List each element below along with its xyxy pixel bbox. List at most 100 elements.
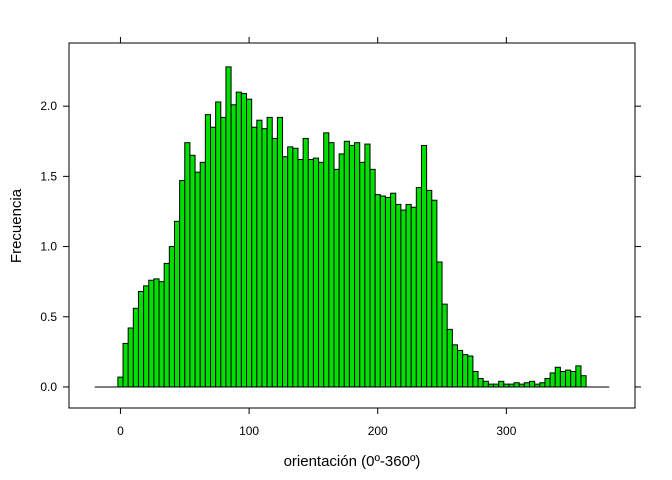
histogram-bar bbox=[559, 371, 567, 388]
histogram-bar bbox=[354, 142, 361, 388]
histogram-bar bbox=[210, 126, 217, 388]
histogram-bar bbox=[523, 382, 531, 388]
histogram-bar bbox=[189, 154, 196, 388]
histogram-bar bbox=[431, 199, 438, 388]
histogram-bar bbox=[513, 382, 520, 388]
histogram-bar bbox=[148, 279, 155, 388]
histogram-bar bbox=[379, 195, 386, 388]
histogram-bar bbox=[410, 206, 417, 388]
histogram-bar bbox=[482, 380, 489, 388]
histogram-bar bbox=[323, 132, 330, 388]
histogram-bar bbox=[565, 369, 572, 388]
y-tick-label: 2.0 bbox=[40, 99, 57, 113]
histogram-bar bbox=[374, 194, 381, 388]
histogram-bar bbox=[446, 328, 453, 388]
histogram-bar bbox=[456, 349, 464, 388]
histogram-bar bbox=[477, 378, 484, 388]
histogram-bar bbox=[580, 375, 587, 388]
histogram-bar bbox=[204, 114, 212, 388]
histogram-bar bbox=[467, 355, 474, 388]
histogram-bar bbox=[163, 262, 170, 388]
histogram-bar bbox=[426, 189, 433, 388]
x-tick-label: 300 bbox=[496, 424, 516, 438]
histogram-bar bbox=[539, 382, 546, 388]
x-tick-label: 0 bbox=[117, 424, 124, 438]
histogram-bar bbox=[199, 161, 206, 388]
histogram-bar bbox=[420, 144, 428, 388]
histogram-bar bbox=[215, 101, 222, 388]
histogram-bar bbox=[179, 180, 186, 388]
histogram-bar bbox=[122, 342, 129, 388]
histogram-bar bbox=[307, 159, 314, 388]
histogram-bar bbox=[230, 104, 237, 388]
histogram-bar bbox=[343, 140, 350, 388]
histogram-bar bbox=[575, 365, 582, 388]
histogram-bar bbox=[276, 116, 284, 388]
histogram-bar bbox=[117, 376, 124, 388]
y-axis-label: Frecuencia bbox=[8, 188, 25, 263]
histogram-bar bbox=[271, 137, 278, 388]
histogram-bar bbox=[266, 116, 273, 388]
histogram-bar bbox=[246, 98, 253, 388]
x-axis-label: orientación (0º-360º) bbox=[284, 453, 421, 470]
histogram-bar bbox=[302, 137, 309, 388]
histogram-bar bbox=[328, 142, 335, 388]
histogram-bar bbox=[153, 278, 160, 388]
histogram-bar bbox=[400, 209, 407, 388]
histogram-bar bbox=[529, 380, 536, 388]
histogram-bar bbox=[127, 327, 134, 388]
y-tick-label: 1.5 bbox=[40, 169, 57, 183]
histogram-bar bbox=[498, 380, 505, 388]
axes-group: 0 100 200 300 0.0 0.5 1.0 1.5 2.0 bbox=[40, 37, 641, 438]
histogram-bar bbox=[554, 366, 561, 388]
histogram-bar bbox=[318, 161, 325, 388]
histogram-bar bbox=[549, 372, 556, 388]
histogram-bar bbox=[158, 281, 165, 388]
histogram-bar bbox=[220, 116, 227, 388]
x-tick-label: 200 bbox=[368, 424, 388, 438]
histogram-bar bbox=[436, 261, 443, 388]
histogram-bar bbox=[292, 147, 299, 388]
histogram-bar bbox=[137, 290, 145, 388]
histogram-bar bbox=[395, 203, 402, 388]
plot-frame bbox=[68, 42, 636, 409]
histogram-bar bbox=[364, 143, 371, 388]
histogram-bar bbox=[132, 307, 139, 388]
y-tick-label: 0.5 bbox=[40, 310, 57, 324]
histogram-bar bbox=[240, 93, 248, 388]
histogram-bar bbox=[251, 126, 258, 388]
bars-group bbox=[117, 66, 587, 388]
histogram-bar bbox=[333, 168, 340, 388]
histogram-bar bbox=[348, 144, 356, 388]
histogram-bar bbox=[235, 91, 242, 388]
y-tick-label: 0.0 bbox=[40, 380, 57, 394]
histogram-bar bbox=[184, 142, 191, 388]
histogram-bar bbox=[384, 196, 392, 388]
histogram-bar bbox=[143, 285, 150, 388]
histogram-bar bbox=[256, 119, 263, 388]
histogram-bar bbox=[173, 220, 181, 388]
histogram-bar bbox=[405, 203, 412, 388]
histogram-bar bbox=[282, 156, 289, 388]
histogram-bar bbox=[225, 66, 232, 388]
histogram-bar bbox=[359, 161, 366, 388]
histogram-bar bbox=[441, 303, 448, 388]
histogram-bar bbox=[451, 344, 458, 388]
histogram-bar bbox=[369, 168, 376, 388]
y-tick-label: 1.0 bbox=[40, 240, 57, 254]
histogram-bar bbox=[297, 159, 304, 388]
x-tick-label: 100 bbox=[239, 424, 259, 438]
histogram-bar bbox=[462, 354, 469, 388]
histogram-bar bbox=[168, 246, 175, 388]
histogram-bar bbox=[261, 128, 268, 388]
histogram-bar bbox=[390, 192, 397, 388]
histogram-bar bbox=[472, 371, 479, 388]
histogram-bar bbox=[570, 371, 577, 388]
histogram-bar bbox=[544, 378, 551, 388]
histogram-bar bbox=[415, 187, 422, 388]
histogram-bar bbox=[312, 157, 320, 388]
histogram-bar bbox=[194, 171, 201, 388]
histogram-bar bbox=[338, 153, 345, 388]
histogram-bar bbox=[287, 146, 294, 388]
